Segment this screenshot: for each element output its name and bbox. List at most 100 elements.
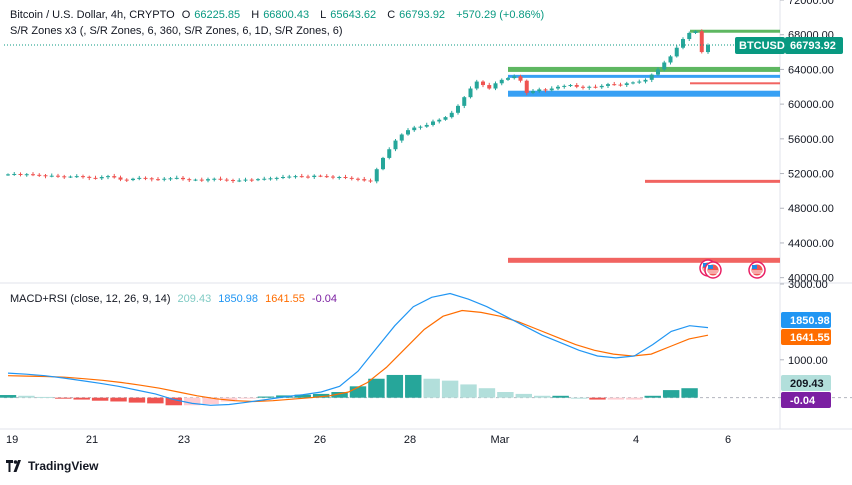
candle-body bbox=[199, 179, 204, 181]
candle-body bbox=[74, 176, 79, 178]
macd-line bbox=[7, 292, 709, 406]
candle-body bbox=[343, 177, 348, 179]
price-tag-value-bg bbox=[785, 37, 843, 54]
macd-hist-bar bbox=[0, 395, 17, 398]
candle-body bbox=[637, 81, 642, 83]
candle-body bbox=[456, 105, 460, 113]
candle-body bbox=[506, 78, 510, 80]
candle-body bbox=[112, 176, 117, 178]
macd-hist-bar bbox=[626, 397, 643, 400]
candle-body bbox=[162, 178, 167, 180]
symbol-legend: Bitcoin / U.S. Dollar, 4h, CRYPTO O 66225… bbox=[10, 9, 545, 21]
macd-hist-bar bbox=[184, 397, 201, 406]
sr-zone bbox=[645, 179, 780, 183]
event-flag-icon bbox=[704, 261, 722, 279]
candle-body bbox=[6, 174, 10, 176]
macd-hist-bar bbox=[552, 395, 569, 398]
macd-hist-bar bbox=[368, 378, 385, 398]
candle-body bbox=[149, 178, 154, 180]
macd-legend[interactable]: MACD+RSI (close, 12, 26, 9, 14) 209.43 1… bbox=[10, 292, 341, 306]
candle-body bbox=[12, 173, 17, 175]
candle-body bbox=[68, 176, 73, 178]
macd-hist-bar bbox=[55, 397, 72, 399]
candle-body bbox=[462, 97, 467, 106]
tradingview-logo-icon bbox=[6, 460, 21, 472]
candle-body bbox=[612, 84, 617, 86]
time-tick-label: 19 bbox=[6, 434, 18, 446]
brand-label: TradingView bbox=[28, 459, 99, 473]
time-tick-label: 23 bbox=[178, 434, 190, 446]
time-tick-label: 4 bbox=[633, 434, 639, 446]
price-tick-label: 64000.00 bbox=[788, 64, 834, 76]
macd-hist-bar bbox=[128, 397, 146, 403]
high-value: 66800.43 bbox=[263, 9, 310, 21]
candle-body bbox=[474, 81, 479, 89]
candle-body bbox=[287, 176, 292, 178]
time-tick-label: 21 bbox=[86, 434, 98, 446]
candle-body bbox=[324, 176, 329, 178]
candle-body bbox=[37, 174, 42, 176]
macd-hist-bar bbox=[589, 397, 606, 400]
candle-body bbox=[224, 179, 229, 181]
macd-line-value: 1850.98 bbox=[218, 293, 259, 305]
candle-body bbox=[168, 178, 173, 180]
candle-body bbox=[537, 89, 542, 92]
macd-hist-bar bbox=[570, 397, 588, 399]
candle-body bbox=[193, 179, 198, 181]
macd-value-tag: 1641.55 bbox=[790, 332, 830, 344]
time-tick-label: 26 bbox=[314, 434, 326, 446]
candle-body bbox=[43, 175, 48, 177]
candle-body bbox=[306, 176, 310, 178]
candle-body bbox=[218, 178, 223, 180]
candle-body bbox=[293, 176, 298, 178]
indicator-legend[interactable]: S/R Zones x3 (, S/R Zones, 6, 360, S/R Z… bbox=[10, 24, 347, 38]
time-tick-label: 28 bbox=[404, 434, 416, 446]
candle-body bbox=[143, 177, 148, 179]
candle-body bbox=[362, 179, 367, 181]
sr-zone bbox=[690, 82, 780, 85]
tradingview-logo[interactable]: TradingView bbox=[6, 459, 98, 473]
time-tick-label: Mar bbox=[491, 434, 510, 446]
candle-body bbox=[49, 175, 54, 177]
candle-body bbox=[231, 180, 235, 182]
candle-body bbox=[624, 83, 629, 86]
candle-body bbox=[156, 179, 160, 181]
candle-body bbox=[281, 177, 285, 179]
candle-body bbox=[237, 180, 242, 182]
macd-hist-bar bbox=[662, 390, 680, 398]
candle-body bbox=[299, 176, 304, 178]
candle-body bbox=[337, 177, 342, 179]
candle-body bbox=[418, 126, 423, 128]
price-tag-symbol: BTCUSD bbox=[739, 40, 785, 52]
event-flag-canton bbox=[708, 265, 713, 269]
low-value: 65643.62 bbox=[330, 9, 377, 21]
macd-hist-value: 209.43 bbox=[177, 293, 212, 305]
candle-body bbox=[81, 176, 85, 178]
candle-body bbox=[399, 134, 404, 141]
candle-body bbox=[381, 157, 385, 170]
macd-hist-bar bbox=[349, 386, 367, 398]
macd-hist-bar bbox=[312, 393, 330, 398]
candle-body bbox=[493, 83, 498, 89]
macd-value-tag-bg bbox=[781, 329, 831, 345]
sr-zone bbox=[690, 29, 780, 33]
candle-body bbox=[568, 85, 573, 87]
candle-body bbox=[262, 178, 267, 180]
candle-body bbox=[243, 179, 248, 181]
candle-body bbox=[181, 177, 185, 180]
candle-body bbox=[499, 79, 504, 84]
candle-body bbox=[481, 81, 485, 86]
change-value: +570.29 (+0.86%) bbox=[456, 9, 545, 21]
candle-body bbox=[187, 179, 192, 181]
candle-body bbox=[556, 86, 560, 89]
candle-body bbox=[349, 177, 354, 179]
macd-hist-bar bbox=[294, 394, 311, 398]
event-flag-icon bbox=[748, 261, 766, 279]
candle-body bbox=[437, 119, 442, 122]
price-tick-label: 52000.00 bbox=[788, 169, 834, 181]
time-tick-label: 6 bbox=[725, 434, 731, 446]
candle-body bbox=[574, 85, 579, 87]
sr-zone bbox=[508, 90, 780, 97]
candle-body bbox=[318, 175, 323, 177]
